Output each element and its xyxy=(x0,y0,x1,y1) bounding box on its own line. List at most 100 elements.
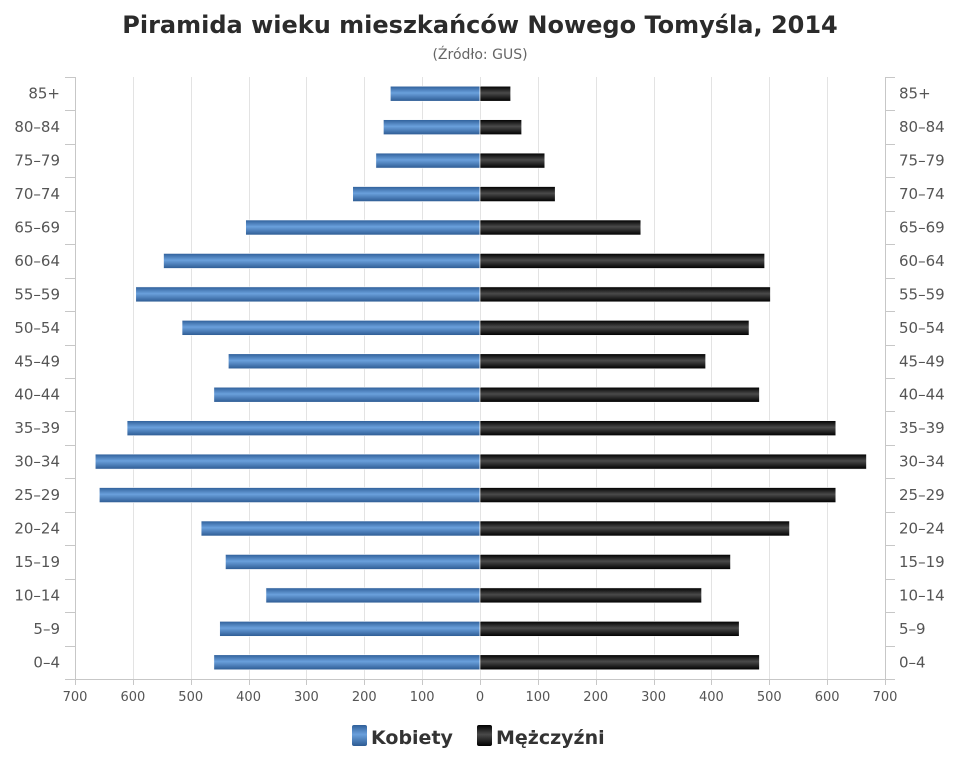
x-tick-label: 0 xyxy=(476,690,484,705)
category-label-right: 65–69 xyxy=(899,219,945,237)
bar-mezczyzni xyxy=(479,119,522,135)
x-tick-label: 700 xyxy=(63,690,88,705)
category-label-left: 45–49 xyxy=(14,352,60,370)
category-label-left: 70–74 xyxy=(14,185,60,203)
x-tick-label: 400 xyxy=(236,690,261,705)
category-label-right: 35–39 xyxy=(899,419,945,437)
x-tick-label: 300 xyxy=(294,690,319,705)
x-tick-label: 100 xyxy=(410,690,435,705)
bar-kobiety xyxy=(200,520,481,537)
category-label-left: 60–64 xyxy=(14,252,60,270)
category-label-right: 30–34 xyxy=(899,453,945,471)
category-label-left: 85+ xyxy=(28,85,60,103)
category-label-left: 80–84 xyxy=(14,118,60,136)
category-label-right: 45–49 xyxy=(899,352,945,370)
x-tick-label: 500 xyxy=(178,690,203,705)
bar-mezczyzni xyxy=(479,253,765,269)
x-tick-label: 300 xyxy=(641,690,666,705)
category-label-right: 60–64 xyxy=(899,252,945,270)
bar-mezczyzni xyxy=(479,386,760,403)
legend[interactable]: Kobiety Mężczyźni xyxy=(352,725,605,749)
x-tick-label: 200 xyxy=(352,690,377,705)
bar-kobiety xyxy=(245,219,481,236)
x-tick-label: 100 xyxy=(525,690,550,705)
legend-label-mezczyzni[interactable]: Mężczyźni xyxy=(496,727,605,749)
bar-mezczyzni xyxy=(479,453,867,470)
bars xyxy=(94,85,867,671)
bar-kobiety xyxy=(375,152,481,169)
bar-kobiety xyxy=(126,420,481,436)
bar-kobiety xyxy=(163,253,481,269)
bar-mezczyzni xyxy=(479,654,760,671)
grid-lines xyxy=(133,77,828,679)
category-label-left: 35–39 xyxy=(14,419,60,437)
category-label-left: 55–59 xyxy=(14,285,60,303)
category-label-right: 10–14 xyxy=(899,586,945,604)
category-label-right: 25–29 xyxy=(899,486,945,504)
category-label-right: 75–79 xyxy=(899,152,945,170)
category-label-left: 15–19 xyxy=(14,553,60,571)
bar-mezczyzni xyxy=(479,487,837,503)
bar-mezczyzni xyxy=(479,587,702,604)
category-label-right: 85+ xyxy=(899,85,931,103)
legend-label-kobiety[interactable]: Kobiety xyxy=(371,727,454,749)
category-label-right: 0–4 xyxy=(899,653,926,671)
x-tick-label: 200 xyxy=(583,690,608,705)
bar-kobiety xyxy=(383,119,481,135)
x-tick-label: 400 xyxy=(699,690,724,705)
bar-kobiety xyxy=(181,320,481,336)
bar-mezczyzni xyxy=(479,152,546,169)
axes xyxy=(65,77,895,685)
bar-mezczyzni xyxy=(479,320,750,336)
category-label-right: 70–74 xyxy=(899,185,945,203)
category-label-left: 30–34 xyxy=(14,453,60,471)
bar-kobiety xyxy=(265,587,481,604)
bar-kobiety xyxy=(228,353,481,370)
category-label-right: 15–19 xyxy=(899,553,945,571)
bar-kobiety xyxy=(225,554,481,570)
bar-mezczyzni xyxy=(479,520,790,537)
bar-mezczyzni xyxy=(479,420,837,436)
category-label-left: 40–44 xyxy=(14,386,60,404)
category-label-right: 50–54 xyxy=(899,319,945,337)
legend-swatch-kobiety[interactable] xyxy=(352,725,367,746)
x-tick-label: 600 xyxy=(815,690,840,705)
chart-title: Piramida wieku mieszkańców Nowego Tomyśl… xyxy=(122,11,838,39)
bar-mezczyzni xyxy=(479,219,642,236)
bar-kobiety xyxy=(390,85,481,102)
category-label-right: 80–84 xyxy=(899,118,945,136)
x-tick-label: 500 xyxy=(757,690,782,705)
category-label-left: 75–79 xyxy=(14,152,60,170)
bar-mezczyzni xyxy=(479,85,511,102)
category-label-left: 10–14 xyxy=(14,586,60,604)
category-label-right: 55–59 xyxy=(899,285,945,303)
category-label-left: 20–24 xyxy=(14,520,60,538)
x-tick-labels: 700 600 500 400 300 200 100 0 100 200 300 400 500 600… xyxy=(63,690,898,705)
bar-kobiety xyxy=(213,386,481,403)
category-label-right: 20–24 xyxy=(899,520,945,538)
category-label-right: 40–44 xyxy=(899,386,945,404)
legend-swatch-mezczyzni[interactable] xyxy=(477,725,492,746)
bar-mezczyzni xyxy=(479,286,771,303)
bar-kobiety xyxy=(99,487,481,503)
x-tick-label: 600 xyxy=(120,690,145,705)
chart-subtitle: (Źródło: GUS) xyxy=(432,45,527,63)
category-label-left: 65–69 xyxy=(14,219,60,237)
category-label-left: 50–54 xyxy=(14,319,60,337)
bar-kobiety xyxy=(219,621,481,637)
bar-mezczyzni xyxy=(479,353,706,370)
bar-kobiety xyxy=(94,453,481,470)
bar-mezczyzni xyxy=(479,554,731,570)
bar-kobiety xyxy=(135,286,481,303)
bar-mezczyzni xyxy=(479,621,740,637)
category-label-left: 5–9 xyxy=(33,620,60,638)
x-tick-label: 700 xyxy=(873,690,898,705)
bar-kobiety xyxy=(213,654,481,671)
category-label-left: 0–4 xyxy=(33,653,60,671)
category-label-right: 5–9 xyxy=(899,620,926,638)
bar-kobiety xyxy=(352,186,481,202)
category-labels: 85+ 85+ 80–84 80–84 75–79 75–79 70–74 70–74 65–6… xyxy=(14,85,944,672)
category-label-left: 25–29 xyxy=(14,486,60,504)
bar-mezczyzni xyxy=(479,186,556,202)
